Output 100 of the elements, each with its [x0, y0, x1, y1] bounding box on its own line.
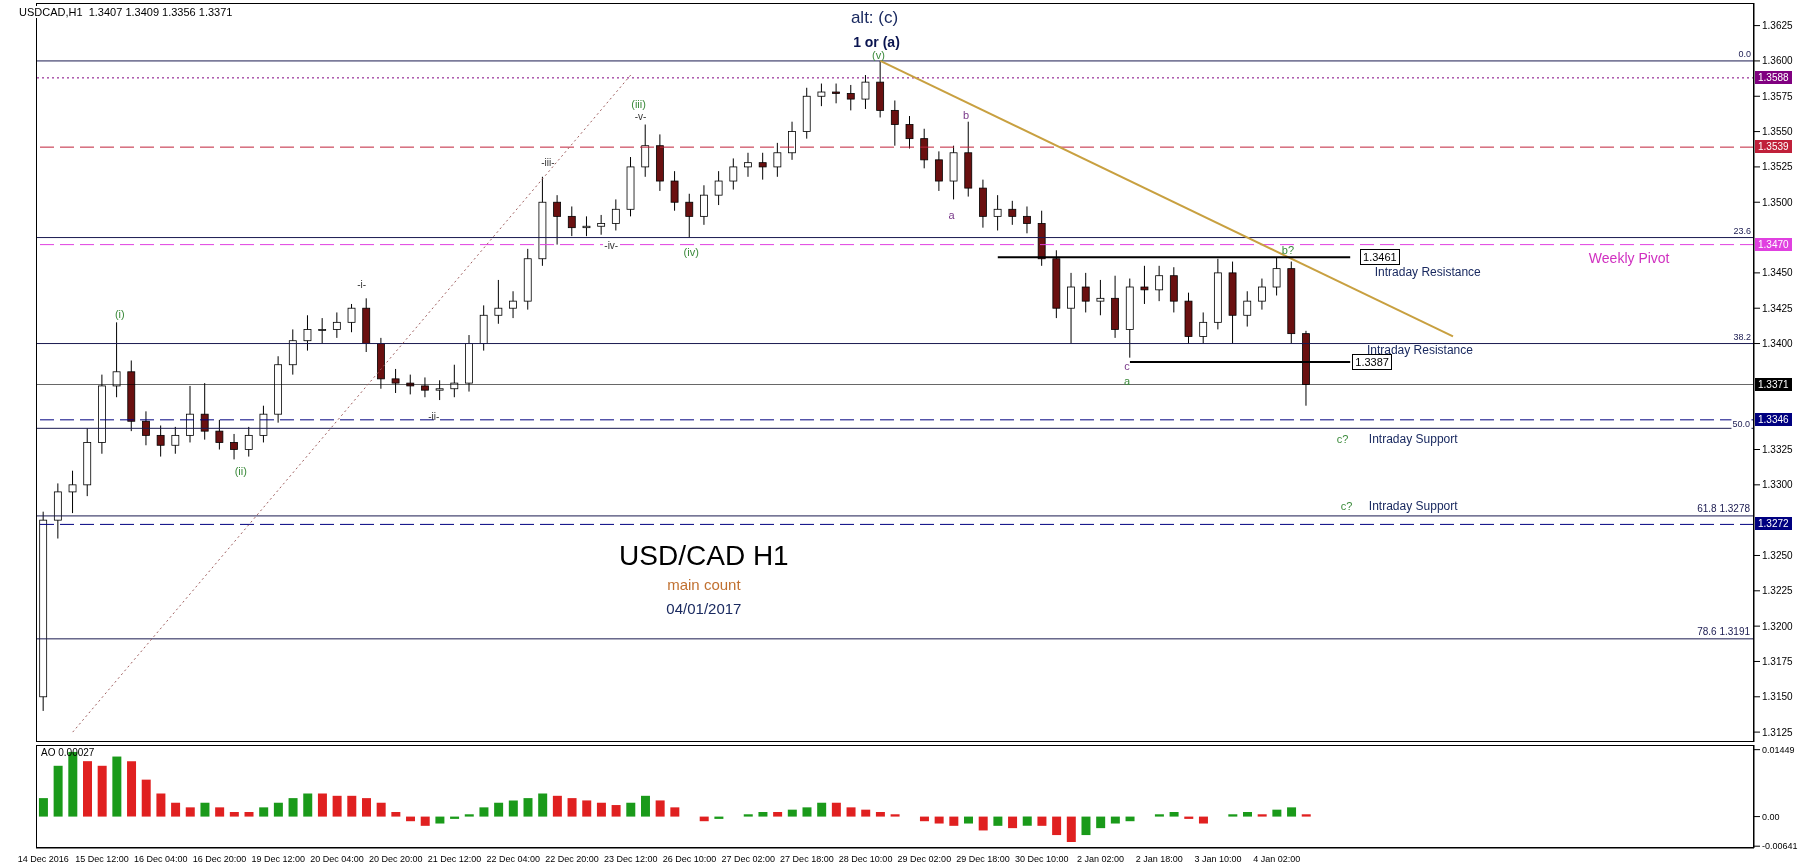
candlestick: [171, 426, 180, 455]
candlestick: [303, 314, 312, 352]
y-tick-label: 1.3300: [1762, 479, 1794, 491]
text: USD/CAD H1: [618, 540, 790, 572]
ref-line-label: 1.3588: [1755, 70, 1792, 84]
y-tick-label: 1.3575: [1762, 90, 1794, 102]
y-tick-label: 1.3225: [1762, 585, 1794, 597]
annotation: c?: [1336, 433, 1349, 445]
x-tick-label: 19 Dec 12:00: [251, 854, 306, 865]
bar: [273, 802, 283, 817]
candlestick: [1155, 265, 1164, 302]
candlestick: [670, 170, 679, 212]
annotation: -iii-: [541, 156, 555, 168]
candlestick: [993, 194, 1002, 231]
ref-line-label: 1.3346: [1755, 412, 1792, 426]
bar: [1022, 816, 1032, 826]
bar: [332, 795, 342, 817]
candlestick: [1008, 200, 1017, 226]
candlestick: [567, 205, 576, 237]
annotation: 23.6: [1733, 225, 1752, 236]
annotation: c?: [1340, 500, 1353, 512]
annotation: 38.2: [1733, 331, 1752, 342]
bar: [567, 798, 577, 817]
x-tick-label: 29 Dec 18:00: [956, 854, 1010, 865]
annotation: (v): [872, 49, 885, 61]
bar: [831, 802, 841, 817]
bar: [773, 811, 783, 817]
bar: [1198, 816, 1208, 824]
candlestick: [846, 84, 855, 111]
annotation: -iv-: [603, 239, 620, 251]
bar: [846, 807, 856, 817]
candlestick: [582, 215, 591, 237]
x-tick-label: 2 Jan 02:00: [1077, 854, 1125, 865]
annotation: -ii-: [428, 410, 440, 422]
candlestick: [142, 410, 150, 446]
candlestick: [244, 426, 253, 458]
x-tick-label: 20 Dec 20:00: [368, 854, 423, 865]
ref-line-label: 78.6 1.3191: [1697, 625, 1750, 637]
x-tick-label: 22 Dec 04:00: [486, 854, 540, 865]
candlestick: [905, 115, 914, 150]
ref-line-label: 1.3539: [1755, 140, 1792, 154]
bar: [890, 814, 900, 817]
candlestick: [1199, 311, 1208, 345]
candlestick: [832, 83, 840, 104]
candlestick: [714, 170, 723, 206]
bar: [53, 765, 63, 817]
bar: [317, 793, 327, 817]
annotation: 50.0: [1731, 419, 1752, 430]
bar: [1169, 811, 1179, 817]
x-tick-label: 28 Dec 10:00: [838, 854, 893, 865]
bar: [1096, 816, 1106, 829]
y-tick-label: 1.3150: [1762, 691, 1794, 703]
bar: [978, 816, 988, 831]
candlestick: [1023, 205, 1031, 234]
annotation: (ii): [234, 465, 247, 477]
x-tick-label: 30 Dec 10:00: [1015, 854, 1069, 865]
x-tick-label: 3 Jan 10:00: [1194, 854, 1242, 865]
bar: [112, 756, 122, 817]
bar: [97, 765, 107, 817]
y-tick-label: 1.3125: [1762, 726, 1794, 738]
bar: [171, 802, 181, 817]
y-tick-label: 1.3325: [1762, 444, 1794, 456]
annotation: (iii): [631, 98, 646, 110]
bar: [244, 811, 254, 817]
bar: [1287, 807, 1297, 817]
ref-line-label: 1.3272: [1755, 517, 1792, 531]
candlestick: [788, 121, 796, 161]
annotation: 0.0: [1738, 48, 1752, 59]
bar: [552, 795, 562, 817]
bar: [1154, 814, 1164, 817]
x-tick-label: 14 Dec 2016: [17, 854, 69, 865]
bar: [361, 798, 371, 817]
y-tick-label: 0.01449: [1762, 744, 1795, 755]
bar: [1301, 814, 1311, 817]
bar: [435, 816, 445, 824]
bar: [1257, 814, 1267, 817]
candlestick: [890, 100, 899, 147]
bar: [494, 802, 504, 817]
bar: [479, 807, 489, 817]
bar: [993, 816, 1003, 826]
annotation: b?: [1281, 244, 1295, 256]
bar: [82, 761, 92, 817]
candlestick: [641, 124, 650, 178]
ref-line-label: 61.8 1.3278: [1697, 502, 1750, 514]
bar: [934, 816, 944, 824]
annotation: Intraday Support: [1368, 432, 1458, 446]
candlestick: [215, 419, 224, 451]
y-tick-label: 1.3500: [1762, 196, 1794, 208]
x-tick-label: 21 Dec 12:00: [427, 854, 482, 865]
candlestick: [700, 184, 708, 226]
candlestick: [1067, 272, 1075, 345]
candlestick: [230, 433, 238, 460]
bar: [802, 807, 812, 817]
chart-title: AO 0.00027: [41, 747, 95, 758]
x-tick-label: 4 Jan 02:00: [1253, 854, 1301, 865]
candlestick: [817, 83, 826, 107]
x-tick-label: 22 Dec 20:00: [545, 854, 599, 865]
candlestick: [744, 152, 752, 178]
candlestick: [509, 290, 517, 319]
candlestick: [318, 317, 327, 345]
